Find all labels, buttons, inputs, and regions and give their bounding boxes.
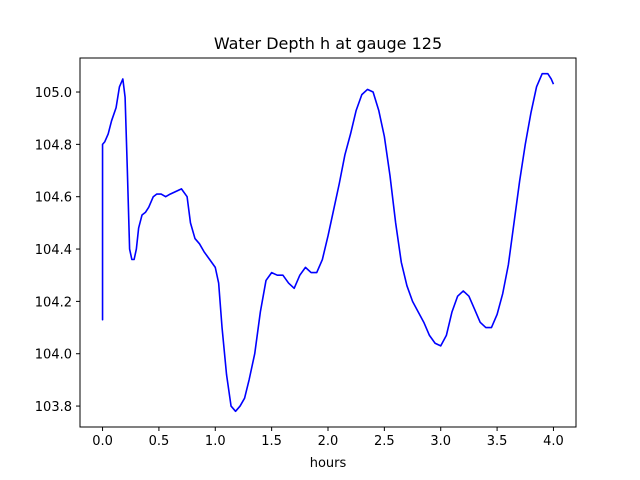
series-line-0	[101, 72, 555, 413]
x-tick-label: 2.5	[374, 434, 395, 449]
x-tick-label: 4.0	[543, 434, 564, 449]
y-tick-label: 104.0	[35, 348, 72, 363]
y-tick-label: 104.6	[35, 191, 72, 206]
x-tick-label: 3.0	[430, 434, 451, 449]
y-tick-label: 103.8	[35, 400, 72, 415]
x-tick-label: 1.5	[261, 434, 282, 449]
chart-title: Water Depth h at gauge 125	[214, 34, 442, 53]
y-tick-label: 104.4	[35, 243, 72, 258]
y-axis: 103.8 104.0 104.2 104.4 104.6 104.8 105.0	[35, 86, 80, 415]
x-axis-label: hours	[310, 456, 347, 471]
y-tick-label: 104.8	[35, 138, 72, 153]
x-tick-label: 1.0	[205, 434, 226, 449]
plot-area	[101, 72, 555, 413]
y-tick-label: 105.0	[35, 86, 72, 101]
y-tick-label: 104.2	[35, 295, 72, 310]
x-tick-label: 2.0	[318, 434, 339, 449]
x-tick-label: 0.5	[149, 434, 170, 449]
x-tick-label: 0.0	[92, 434, 113, 449]
x-axis: 0.0 0.5 1.0 1.5 2.0 2.5 3.0 3.5 4.0	[92, 427, 564, 449]
x-tick-label: 3.5	[487, 434, 508, 449]
plot-frame	[79, 57, 577, 428]
